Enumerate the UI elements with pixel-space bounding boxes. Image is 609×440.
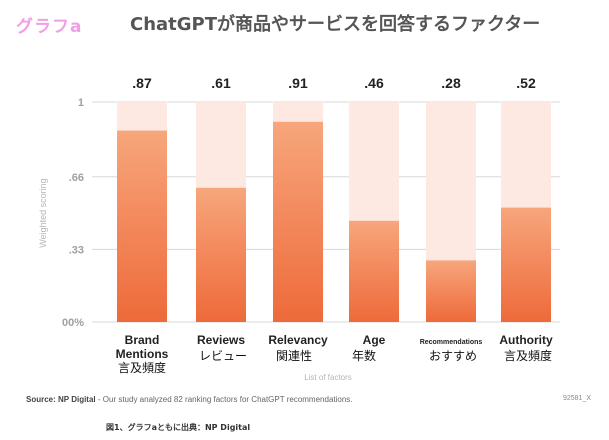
value-label: .91 bbox=[288, 75, 308, 91]
bar-chart: 1 .66 .33 00% Weighted scoring .87 BrandMentio… bbox=[38, 75, 560, 382]
category-label: Relevancy bbox=[268, 333, 328, 347]
figure-caption: 図1、グラフaともに出典：NP Digital bbox=[106, 423, 251, 432]
y-tick-label: 00% bbox=[62, 317, 84, 329]
category-label: Reviews bbox=[197, 333, 245, 347]
chart-id: 92581_X bbox=[562, 395, 591, 402]
category-label-ja: 関連性 bbox=[276, 349, 312, 363]
bar bbox=[501, 207, 551, 322]
bar bbox=[273, 121, 323, 322]
value-label: .87 bbox=[132, 75, 152, 91]
category-label: Brand bbox=[125, 333, 160, 347]
category-label-ja: おすすめ bbox=[429, 349, 477, 363]
category-label: Authority bbox=[499, 333, 553, 347]
bar bbox=[196, 187, 246, 322]
bar bbox=[117, 130, 167, 322]
y-tick-label: .33 bbox=[69, 244, 84, 256]
graph-tag: グラフa bbox=[16, 17, 83, 37]
category-label-ja: 年数 bbox=[352, 348, 376, 363]
y-tick-label: .66 bbox=[69, 172, 84, 184]
category-label-ja: 言及頻度 bbox=[504, 348, 552, 363]
y-axis-title: Weighted scoring bbox=[38, 178, 48, 247]
value-label: .61 bbox=[211, 75, 231, 91]
category-label: Age bbox=[363, 333, 386, 347]
category-label-ja: レビュー bbox=[199, 349, 247, 363]
value-label: .52 bbox=[516, 75, 536, 91]
source-note: Source: NP Digital - Our study analyzed … bbox=[26, 395, 353, 404]
category-label: Mentions bbox=[116, 347, 169, 361]
value-label: .46 bbox=[364, 75, 384, 91]
source-prefix: Source: NP Digital bbox=[26, 395, 96, 404]
category-label: Recommendations bbox=[420, 339, 483, 346]
bar bbox=[349, 220, 399, 322]
x-axis-title: List of factors bbox=[304, 373, 352, 382]
source-text: - Our study analyzed 82 ranking factors … bbox=[95, 395, 353, 404]
chart-title: ChatGPTが商品やサービスを回答するファクター bbox=[130, 14, 541, 35]
y-tick-label: 1 bbox=[78, 97, 84, 109]
bar bbox=[426, 260, 476, 322]
value-label: .28 bbox=[441, 75, 461, 91]
category-label-ja: 言及頻度 bbox=[118, 360, 166, 375]
